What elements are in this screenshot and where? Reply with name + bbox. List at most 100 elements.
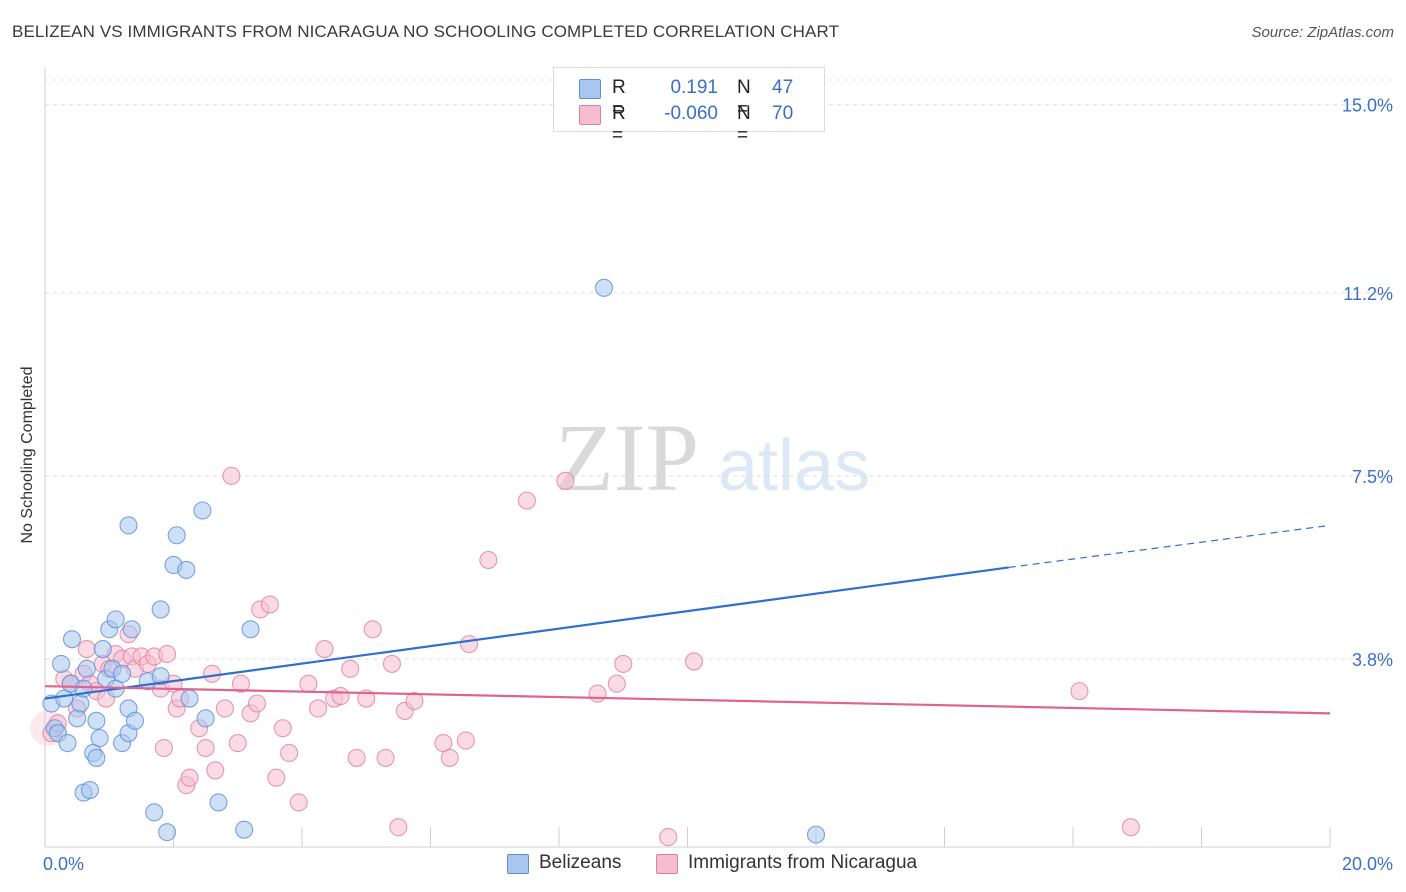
nicaragua-point xyxy=(180,768,199,787)
nicaragua-point xyxy=(77,640,96,659)
nicaragua-point xyxy=(228,734,247,753)
nicaragua-point xyxy=(309,699,328,718)
belizeans-point xyxy=(177,560,196,579)
legend-swatch-nicaragua xyxy=(579,105,601,125)
nicaragua-point xyxy=(556,471,575,490)
belizeans-point xyxy=(71,694,90,713)
nicaragua-point xyxy=(659,828,678,847)
belizeans-point xyxy=(90,729,109,748)
nicaragua-point xyxy=(154,738,173,758)
legend-swatch-belizeans xyxy=(579,79,601,99)
belizeans-point xyxy=(167,526,186,545)
belizeans-point xyxy=(180,689,199,708)
belizeans-point xyxy=(594,278,614,297)
legend-swatch-nicaragua xyxy=(656,854,678,874)
nicaragua-point xyxy=(203,664,222,683)
nicaragua-point xyxy=(1121,818,1140,837)
nicaragua-point xyxy=(196,738,215,758)
legend-r-value: 0.191 xyxy=(670,77,718,98)
belizeans-point xyxy=(58,734,77,753)
chart-source: Source: ZipAtlas.com xyxy=(1251,24,1394,41)
x-tick-label: 20.0% xyxy=(1342,854,1393,874)
legend-label-belizeans: Belizeans xyxy=(539,852,622,873)
watermark-atlas: atlas xyxy=(718,426,870,506)
belizeans-point xyxy=(62,630,82,649)
belizeans-point xyxy=(209,793,228,812)
belizeans-point xyxy=(806,825,826,844)
legend-swatch-belizeans xyxy=(507,854,529,874)
nicaragua-point xyxy=(273,719,292,738)
y-tick-label: 3.8% xyxy=(1352,650,1393,670)
nicaragua-point xyxy=(247,694,267,713)
axes xyxy=(44,67,1331,848)
legend-label-nicaragua: Immigrants from Nicaragua xyxy=(688,852,918,873)
nicaragua-point xyxy=(517,491,536,510)
nicaragua-point xyxy=(684,652,703,671)
nicaragua-point xyxy=(280,743,299,763)
y-tick-label: 15.0% xyxy=(1342,96,1393,116)
belizeans-point xyxy=(87,711,106,730)
nicaragua-point xyxy=(231,674,251,693)
belizeans-point xyxy=(68,709,87,728)
belizeans-point xyxy=(125,711,144,730)
x-tick-label: 0.0% xyxy=(43,854,84,874)
legend-r-label: R = xyxy=(612,77,626,120)
legend-n-value: 47 xyxy=(772,77,794,98)
belizeans-point xyxy=(52,654,71,673)
belizeans-trend-extension xyxy=(1008,524,1331,569)
legend-n-value: 70 xyxy=(772,103,794,124)
nicaragua-point xyxy=(456,731,475,750)
belizeans-point xyxy=(151,600,170,619)
watermark: ZIP atlas xyxy=(555,404,870,511)
y-tick-label: 11.2% xyxy=(1343,284,1393,304)
y-tick-label: 7.5% xyxy=(1352,467,1393,487)
belizeans-point xyxy=(196,709,215,728)
nicaragua-point xyxy=(299,674,318,693)
gridlines xyxy=(45,79,1392,660)
belizeans-point xyxy=(93,640,112,659)
nicaragua-point xyxy=(607,674,626,693)
nicaragua-point xyxy=(382,654,402,673)
trend-lines xyxy=(44,524,1331,715)
belizeans-point xyxy=(241,620,260,639)
nicaragua-point xyxy=(376,748,395,767)
belizeans-point xyxy=(151,667,170,686)
nicaragua-point xyxy=(267,768,286,787)
nicaragua-point xyxy=(405,691,424,711)
nicaragua-point xyxy=(440,748,459,767)
nicaragua-point xyxy=(479,550,498,570)
correlation-legend: R = 0.191 N = 47 R = -0.060 N = 70 xyxy=(553,67,825,146)
nicaragua-point xyxy=(347,748,366,767)
series-immigrants-from-nicaragua xyxy=(30,466,1140,847)
legend-n-label: N = xyxy=(737,103,751,146)
nicaragua-trend-line xyxy=(44,685,1331,715)
belizeans-point xyxy=(113,664,132,683)
belizeans-point xyxy=(80,781,100,800)
nicaragua-point xyxy=(289,793,308,812)
nicaragua-point xyxy=(363,620,382,639)
chart-title: BELIZEAN VS IMMIGRANTS FROM NICARAGUA NO… xyxy=(12,22,840,41)
nicaragua-point xyxy=(357,689,376,708)
nicaragua-point xyxy=(331,687,350,706)
belizeans-point xyxy=(119,516,138,535)
belizeans-trend-line xyxy=(44,566,1009,700)
nicaragua-point xyxy=(389,818,408,837)
nicaragua-point xyxy=(260,595,279,614)
legend-r-value: -0.060 xyxy=(664,103,718,124)
belizeans-point xyxy=(122,620,141,639)
series-legend: Belizeans Immigrants from Nicaragua xyxy=(0,852,1406,878)
nicaragua-point xyxy=(222,466,241,485)
nicaragua-point xyxy=(158,644,177,664)
belizeans-point xyxy=(158,823,177,842)
series-belizeans xyxy=(42,278,826,844)
watermark-zip: ZIP xyxy=(555,404,699,511)
nicaragua-point xyxy=(1070,682,1089,701)
belizeans-point xyxy=(77,659,96,678)
belizeans-point xyxy=(106,610,125,629)
nicaragua-point xyxy=(206,761,225,780)
belizeans-point xyxy=(193,501,212,520)
nicaragua-point xyxy=(459,635,479,654)
nicaragua-point xyxy=(315,640,334,659)
nicaragua-point xyxy=(215,699,234,718)
